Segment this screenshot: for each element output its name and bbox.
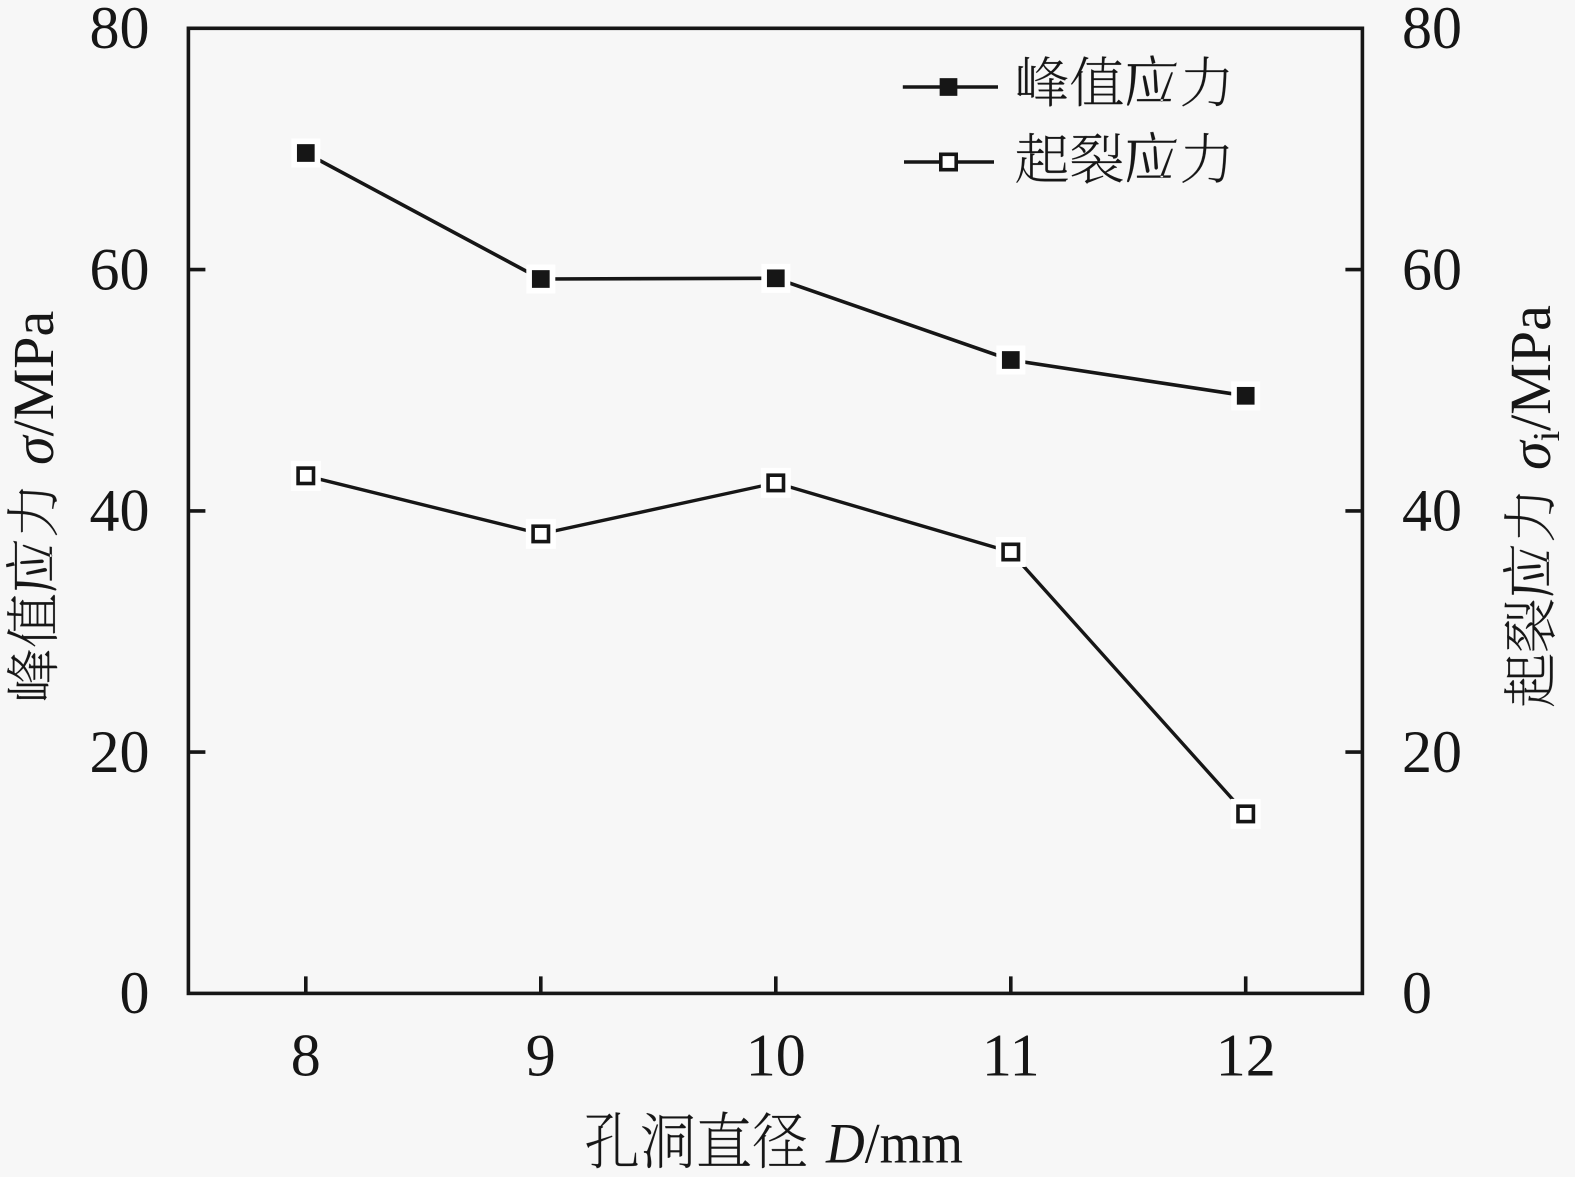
svg-text:60: 60: [90, 236, 150, 302]
svg-text:20: 20: [1402, 719, 1462, 785]
svg-text:60: 60: [1402, 236, 1462, 302]
svg-text:80: 80: [90, 0, 150, 61]
svg-text:10: 10: [746, 1023, 806, 1089]
svg-text:40: 40: [90, 478, 150, 544]
svg-text:σi/MPa: σi/MPa: [1498, 305, 1568, 470]
svg-text:80: 80: [1402, 0, 1462, 61]
svg-text:D/mm: D/mm: [825, 1113, 963, 1176]
svg-text:20: 20: [90, 719, 150, 785]
svg-text:40: 40: [1402, 478, 1462, 544]
svg-text:11: 11: [982, 1023, 1040, 1089]
svg-text:8: 8: [291, 1023, 321, 1089]
svg-text:9: 9: [526, 1023, 556, 1089]
svg-text:σ/MPa: σ/MPa: [1, 311, 66, 465]
svg-text:0: 0: [1402, 960, 1432, 1026]
svg-text:0: 0: [120, 960, 150, 1026]
svg-text:12: 12: [1216, 1023, 1276, 1089]
